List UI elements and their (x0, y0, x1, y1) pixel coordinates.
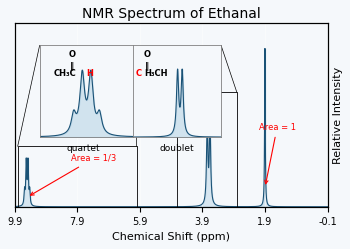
Text: doublet: doublet (160, 144, 195, 153)
Text: quartet: quartet (66, 144, 100, 153)
Y-axis label: Relative Intensity: Relative Intensity (333, 66, 343, 164)
Title: NMR Spectrum of Ethanal: NMR Spectrum of Ethanal (82, 7, 260, 21)
X-axis label: Chemical Shift (ppm): Chemical Shift (ppm) (112, 232, 230, 242)
Text: Area = 1: Area = 1 (259, 123, 296, 184)
Text: Area = 1/3: Area = 1/3 (30, 154, 116, 195)
